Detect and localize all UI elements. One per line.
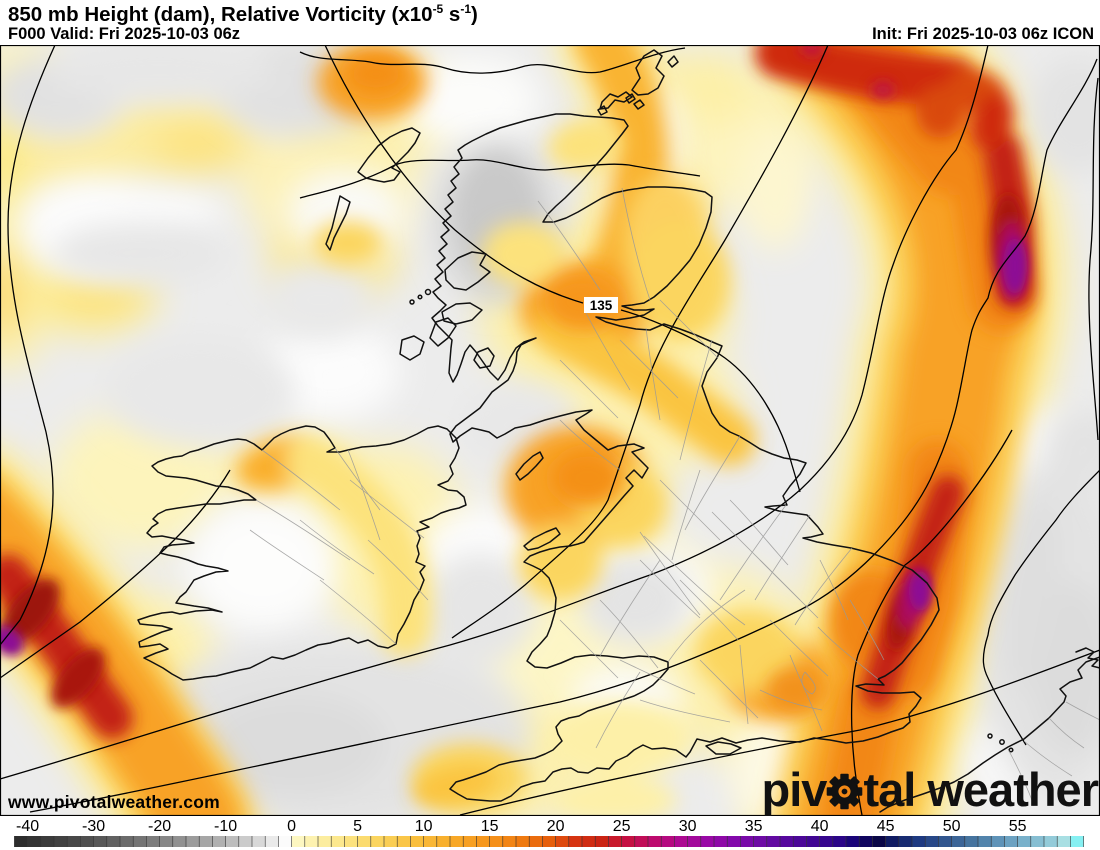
svg-text:135: 135 bbox=[590, 298, 613, 313]
